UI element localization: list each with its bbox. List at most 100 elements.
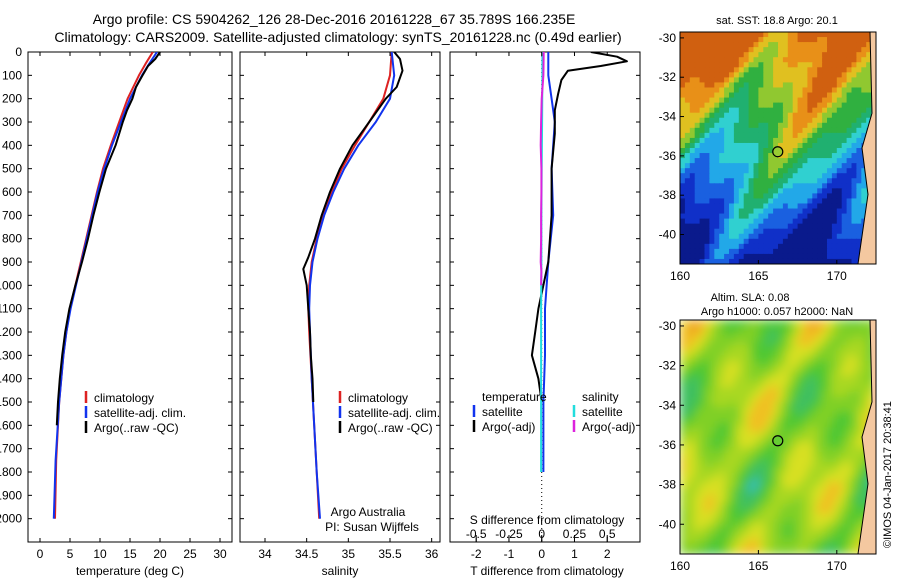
map-cell [763, 350, 769, 357]
map-cell [719, 52, 725, 58]
depth-tick-label: 400 [2, 138, 22, 152]
map-cell [817, 82, 823, 89]
map-cell [724, 513, 730, 519]
map-cell [792, 477, 799, 484]
map-cell [689, 437, 696, 443]
map-cell [709, 132, 715, 139]
map-cell [782, 258, 789, 264]
map-cell [704, 77, 710, 84]
map-cell [792, 548, 799, 554]
map-cell [822, 107, 828, 114]
map-cell [782, 82, 789, 89]
map-cell [817, 325, 823, 331]
map-cell [851, 381, 857, 387]
map-cell [817, 442, 823, 448]
map-cell [733, 508, 740, 514]
map-cell [743, 122, 750, 129]
map-cell [763, 345, 769, 352]
map-cell [802, 188, 808, 194]
map-cell [841, 523, 848, 530]
map-cell [846, 127, 853, 134]
map-cell [851, 406, 857, 413]
map-cell [763, 32, 769, 38]
map-cell [802, 492, 808, 499]
map-cell [846, 72, 853, 78]
map-cell [704, 508, 710, 514]
map-cell [714, 87, 720, 94]
map-cell [841, 173, 848, 179]
map-cell [768, 543, 774, 550]
map-cell [768, 498, 774, 504]
map-cell [778, 158, 784, 164]
map-cell [773, 477, 779, 484]
map-cell [724, 142, 730, 149]
map-cell [831, 168, 838, 174]
map-cell [753, 67, 759, 73]
map-cell [763, 132, 769, 139]
map-cell [841, 208, 848, 215]
map-cell [729, 153, 735, 159]
map-cell [763, 168, 769, 174]
map-cell [763, 62, 769, 68]
map-cell [787, 37, 794, 43]
map-cell [763, 503, 769, 509]
map-cell [729, 330, 735, 336]
map-cell [763, 213, 769, 220]
map-cell [714, 548, 720, 554]
map-cell [817, 102, 823, 109]
map-cell [812, 243, 818, 250]
map-cell [704, 223, 710, 230]
map-cell [836, 37, 843, 43]
map-cell [699, 350, 706, 357]
map-cell [738, 153, 745, 159]
map-cell [831, 325, 838, 331]
map-cell [729, 87, 735, 94]
map-cell [714, 325, 720, 331]
map-cell [802, 223, 808, 230]
map-cell [729, 503, 735, 509]
map-cell [733, 442, 740, 448]
map-cell [743, 487, 750, 494]
map-cell [797, 360, 804, 367]
map-cell [699, 62, 706, 68]
map-cell [719, 178, 725, 184]
map-cell [812, 492, 818, 499]
map-cell [724, 345, 730, 352]
map-cell [782, 406, 789, 413]
map-cell [724, 350, 730, 357]
map-cell [797, 396, 804, 402]
map-cell [753, 391, 759, 397]
map-cell [738, 523, 745, 530]
map-cell [733, 375, 740, 382]
map-cell [719, 132, 725, 139]
map-cell [684, 198, 691, 205]
map-cell [807, 57, 813, 63]
map-cell [724, 112, 730, 119]
map-cell [719, 243, 725, 250]
map-cell [758, 258, 764, 264]
map-cell [699, 228, 706, 235]
map-cell [680, 360, 686, 367]
map-cell [812, 82, 818, 89]
map-cell [778, 538, 784, 545]
map-cell [797, 183, 804, 189]
map-cell [831, 528, 838, 535]
map-cell [738, 52, 745, 58]
map-cell [787, 487, 794, 494]
map-cell [733, 447, 740, 453]
map-cell [787, 238, 794, 245]
map-cell [748, 87, 755, 94]
map-cell [856, 386, 862, 392]
map-cell [724, 330, 730, 336]
map-cell [743, 173, 750, 179]
map-cell [768, 112, 774, 119]
map-cell [807, 320, 813, 326]
map-cell [797, 153, 804, 159]
map-cell [684, 238, 691, 245]
map-cell [704, 391, 710, 397]
map-cell [773, 386, 779, 392]
map-cell [738, 142, 745, 149]
map-cell [714, 335, 720, 341]
map-cell [753, 188, 759, 194]
map-cell [709, 42, 715, 48]
